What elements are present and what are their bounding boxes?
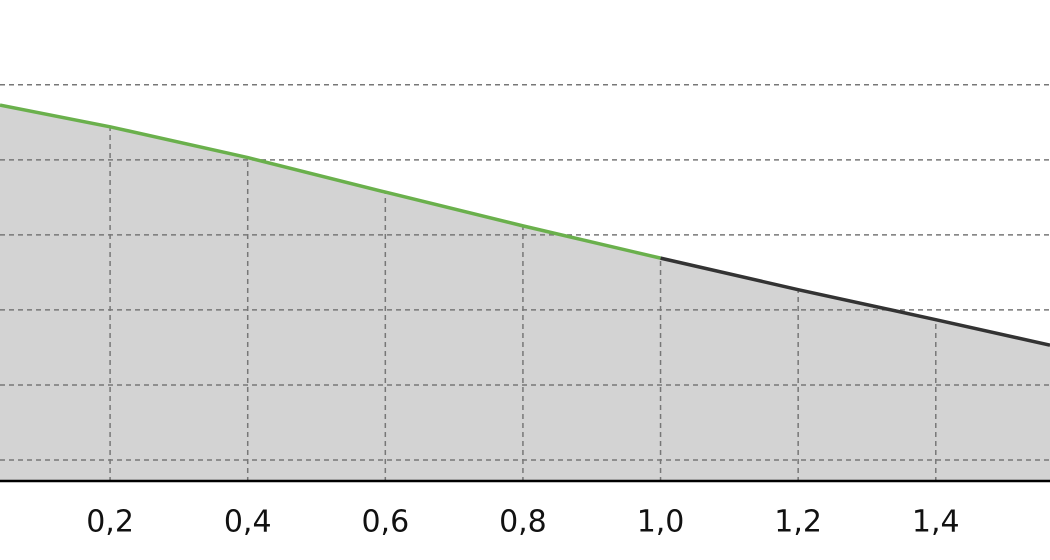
area-fill (0, 104, 662, 482)
x-tick-label: 0,6 (361, 505, 409, 540)
area-fill (660, 257, 1050, 482)
x-tick-label: 0,2 (86, 505, 134, 540)
x-tick-label: 1,0 (637, 505, 685, 540)
x-tick-label: 0,8 (499, 505, 547, 540)
x-tick-label: 0,4 (224, 505, 272, 540)
x-tick-label: 1,2 (774, 505, 822, 540)
series-line (0, 103, 661, 260)
x-tick-label: 1,4 (912, 505, 960, 540)
vertical-grid (109, 105, 937, 481)
series-line (660, 256, 1050, 347)
